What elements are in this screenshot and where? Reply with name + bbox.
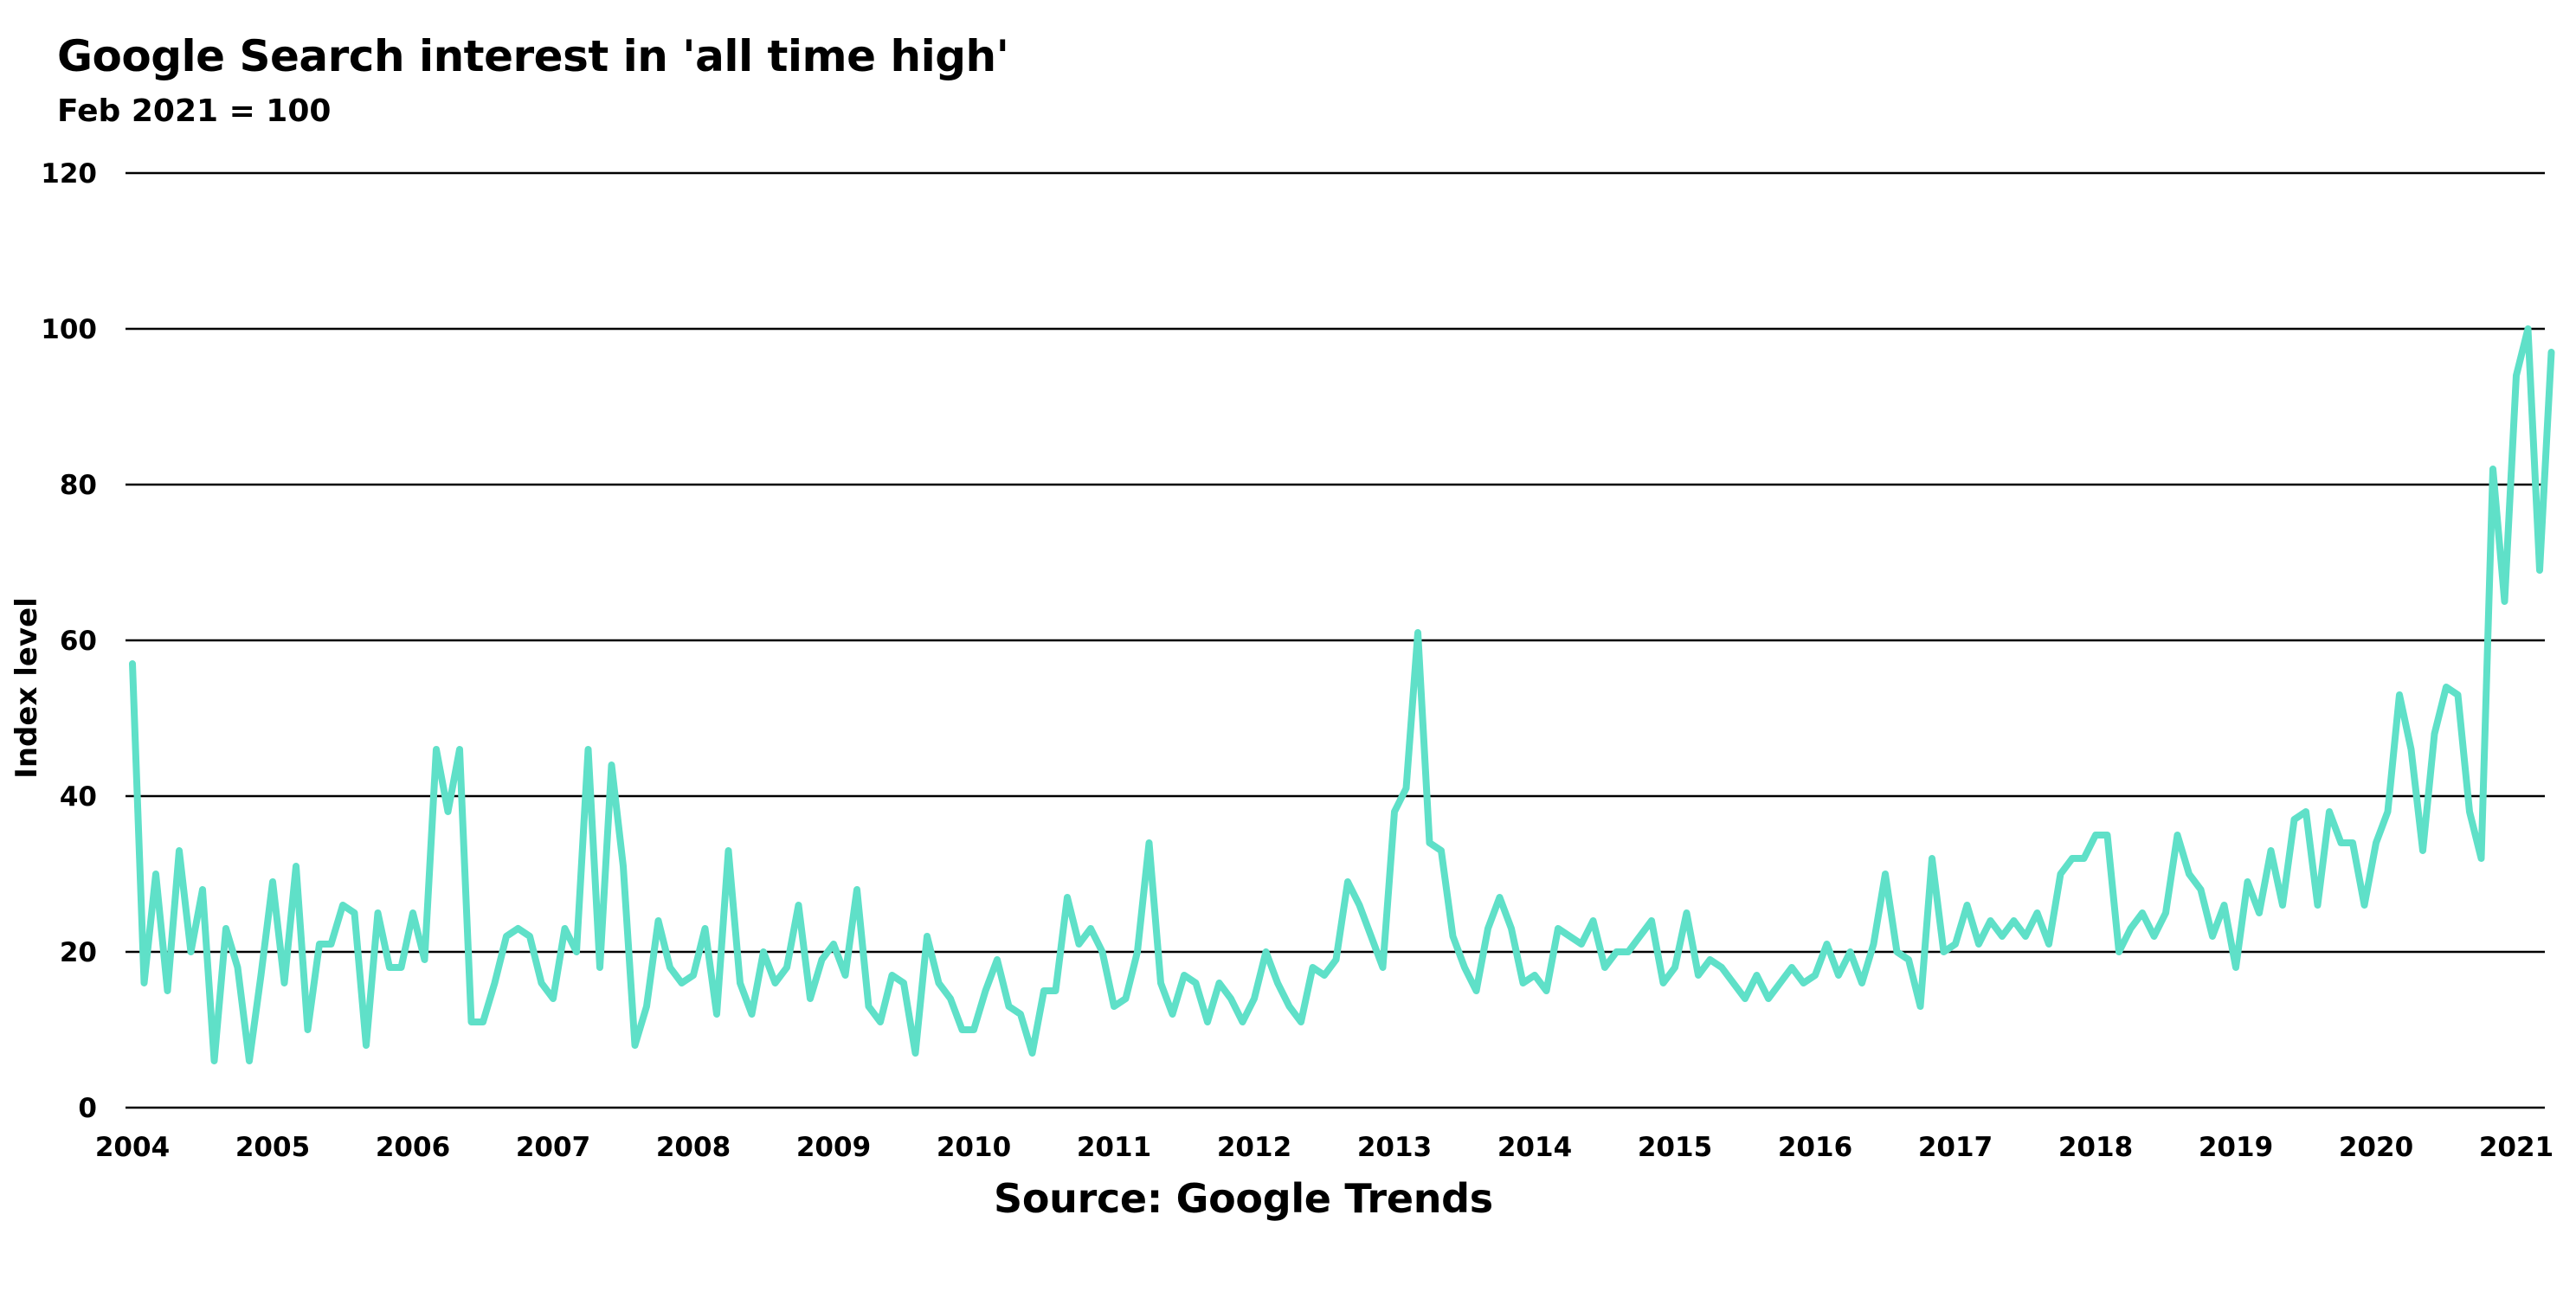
- x-tick-label: 2016: [1778, 1132, 1852, 1163]
- y-tick-label: 60: [60, 626, 97, 657]
- x-tick-label: 2006: [376, 1132, 450, 1163]
- chart-subtitle: Feb 2021 = 100: [57, 93, 332, 129]
- y-tick-label: 40: [60, 781, 97, 813]
- x-tick-label: 2011: [1077, 1132, 1151, 1163]
- x-tick-label: 2012: [1217, 1132, 1291, 1163]
- x-tick-label: 2017: [1918, 1132, 1993, 1163]
- x-tick-label: 2007: [516, 1132, 590, 1163]
- x-tick-label: 2005: [235, 1132, 310, 1163]
- y-tick-label: 0: [78, 1093, 97, 1124]
- x-tick-label: 2015: [1638, 1132, 1712, 1163]
- y-axis-label: Index level: [10, 597, 44, 779]
- source-note: Source: Google Trends: [994, 1175, 1493, 1222]
- series-group: [129, 325, 2555, 1064]
- x-tick-label: 2020: [2339, 1132, 2413, 1163]
- x-tick-label: 2019: [2199, 1132, 2273, 1163]
- x-tick-label: 2018: [2058, 1132, 2133, 1163]
- y-tick-label: 80: [60, 470, 97, 501]
- x-tick-label: 2021: [2479, 1132, 2553, 1163]
- y-tick-label: 20: [60, 937, 97, 968]
- y-tick-label: 100: [41, 314, 97, 345]
- x-tick-label: 2004: [95, 1132, 170, 1163]
- gridlines: [126, 171, 2545, 1109]
- y-axis-ticks: 0 20 40 60 80 100 120: [41, 158, 97, 1124]
- x-axis-ticks: 2004 2005 2006 2007 2008 2009 2010 2011 2012 2013…: [95, 1132, 2553, 1163]
- x-tick-label: 2013: [1357, 1132, 1432, 1163]
- x-tick-label: 2008: [656, 1132, 731, 1163]
- x-tick-label: 2010: [937, 1132, 1011, 1163]
- x-tick-label: 2014: [1497, 1132, 1572, 1163]
- y-tick-label: 120: [41, 158, 97, 190]
- chart-title: Google Search interest in 'all time high…: [57, 31, 1009, 81]
- series-line-0: [129, 325, 2555, 1064]
- x-tick-label: 2009: [796, 1132, 871, 1163]
